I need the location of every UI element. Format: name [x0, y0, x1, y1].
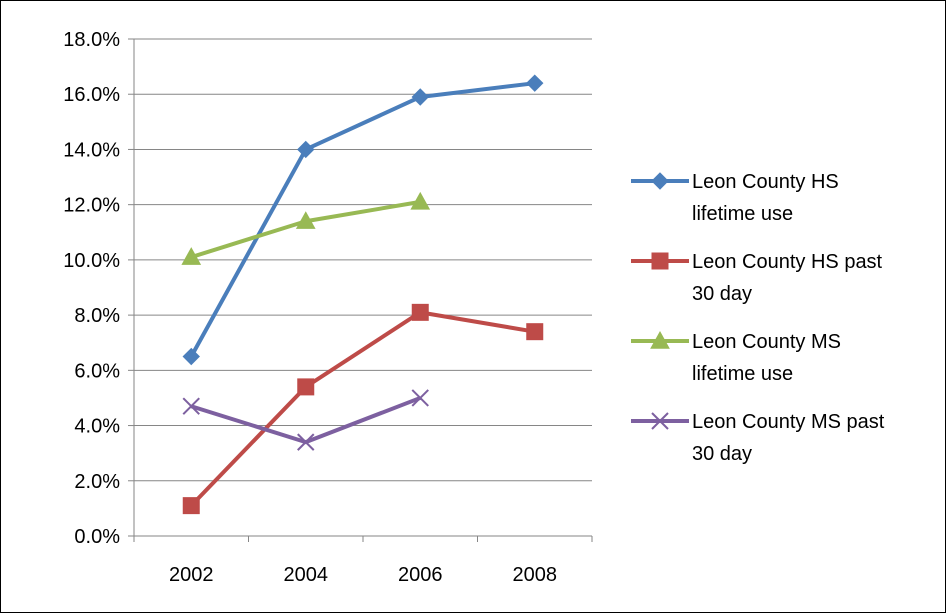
y-tick-label: 0.0% [74, 526, 120, 548]
series-4-point-stroke [411, 389, 429, 407]
series-2-line [189, 310, 536, 508]
y-tick-label: 18.0% [63, 29, 120, 51]
legend-label: 30 day [692, 283, 752, 305]
series-2-point [182, 497, 200, 515]
legend-label: lifetime use [692, 203, 793, 225]
series-4-point-stroke [182, 397, 200, 415]
legend-label: Leon County MS [692, 331, 841, 353]
series-3-line [190, 199, 421, 260]
y-tick-label: 16.0% [63, 84, 120, 106]
legend-swatch-marker [651, 172, 669, 190]
series-1-point [182, 347, 200, 366]
legend-swatch-marker-stroke [651, 412, 669, 430]
series-2-point [526, 323, 544, 341]
legend-label: Leon County HS past [692, 251, 883, 273]
legend-label: Leon County MS past [692, 411, 885, 433]
series-4-point [182, 397, 200, 415]
legend-swatch-marker [650, 330, 670, 349]
y-tick-label: 8.0% [74, 305, 120, 327]
legend-label: lifetime use [692, 363, 793, 385]
x-tick-label: 2002 [169, 564, 214, 586]
series-4-point [297, 433, 315, 451]
series-2-point [297, 378, 315, 396]
series-3-point [181, 247, 202, 265]
legend-swatch-marker [651, 412, 669, 430]
series-1-point [411, 88, 429, 106]
y-tick-label: 12.0% [63, 195, 120, 217]
x-tick-label: 2008 [513, 564, 558, 586]
x-tick-label: 2006 [398, 564, 443, 586]
x-tick-label: 2004 [284, 564, 329, 586]
series-1-point [297, 140, 315, 159]
series-4-point-stroke [297, 433, 315, 451]
series-4-line [190, 396, 421, 445]
series-4-point [411, 389, 429, 407]
y-tick-label: 4.0% [74, 416, 120, 438]
y-tick-label: 6.0% [74, 360, 120, 382]
y-tick-label: 2.0% [74, 471, 120, 493]
series-1-line [189, 81, 535, 358]
series-3-point [295, 211, 316, 229]
legend-swatch-marker [651, 252, 669, 270]
legend-label: Leon County HS [692, 171, 839, 193]
series-3-point [410, 191, 431, 210]
y-tick-label: 10.0% [63, 250, 120, 272]
series-1-point [526, 74, 544, 92]
series-2-point [411, 303, 429, 321]
y-tick-label: 14.0% [63, 139, 120, 161]
legend-label: 30 day [692, 443, 752, 465]
